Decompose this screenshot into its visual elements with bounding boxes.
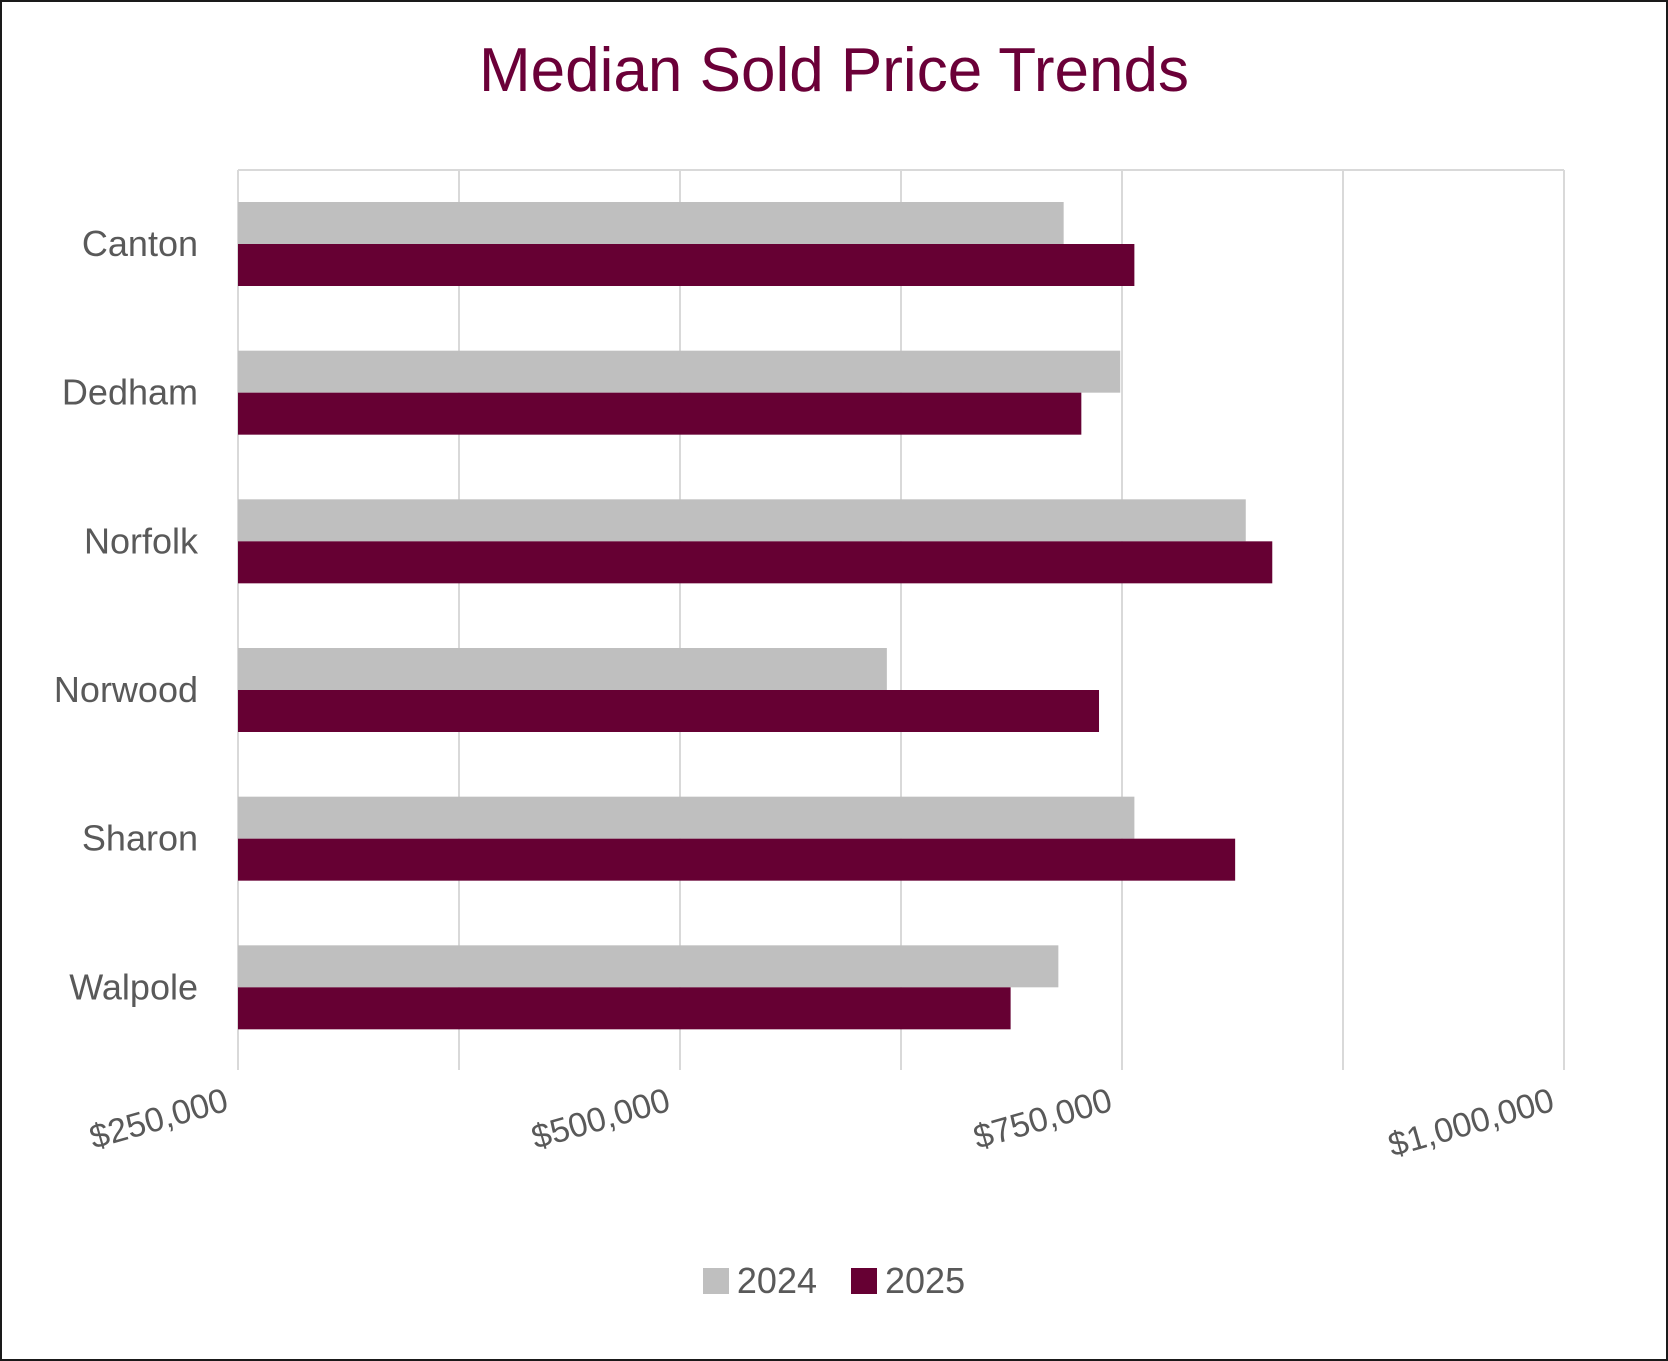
x-tick-label: $500,000 — [527, 1081, 674, 1157]
category-label: Dedham — [62, 372, 198, 413]
category-label: Norfolk — [84, 520, 199, 561]
gridlines — [237, 169, 1565, 1070]
x-tick-label: $250,000 — [85, 1081, 232, 1157]
legend-item-2024: 2024 — [702, 1260, 817, 1302]
bar-norfolk-2025 — [238, 541, 1273, 584]
bar-sharon-2024 — [238, 796, 1135, 839]
bar-canton-2024 — [238, 202, 1064, 244]
bar-canton-2025 — [238, 244, 1135, 286]
chart-title: Median Sold Price Trends — [479, 36, 1189, 105]
legend-item-2025: 2025 — [851, 1260, 965, 1302]
bars — [238, 202, 1273, 1030]
legend: 2024 2025 — [2, 1260, 1666, 1302]
x-tick-label: $1,000,000 — [1384, 1081, 1558, 1164]
bar-norwood-2025 — [238, 690, 1100, 732]
bar-sharon-2025 — [238, 838, 1236, 881]
category-label: Canton — [82, 223, 198, 264]
bar-dedham-2024 — [238, 350, 1121, 393]
legend-label: 2024 — [736, 1260, 817, 1301]
bar-walpole-2025 — [238, 987, 1011, 1030]
bar-norfolk-2024 — [238, 499, 1246, 542]
bar-dedham-2025 — [238, 392, 1082, 435]
bar-norwood-2024 — [238, 648, 887, 690]
x-axis-tick-labels: $250,000 $500,000 $750,000 $1,000,000 — [85, 1081, 1558, 1164]
category-label: Walpole — [69, 966, 198, 1007]
category-labels: Canton Dedham Norfolk Norwood Sharon Walpole — [54, 223, 199, 1007]
legend-label: 2025 — [885, 1260, 966, 1301]
bar-walpole-2024 — [238, 945, 1059, 988]
legend-swatch — [702, 1268, 729, 1294]
legend-swatch — [851, 1268, 877, 1294]
x-tick-label: $750,000 — [969, 1081, 1116, 1157]
category-label: Norwood — [54, 669, 198, 710]
category-label: Sharon — [82, 818, 198, 859]
